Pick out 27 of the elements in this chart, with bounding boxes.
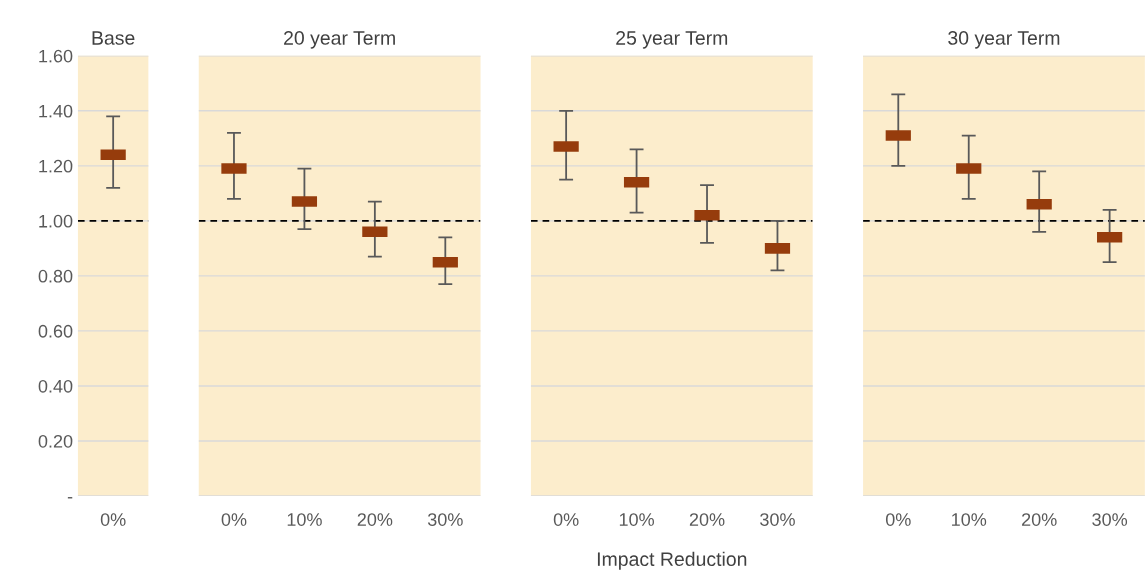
x-tick-label: 0% [100,513,126,526]
x-tick-label: 20% [357,513,393,526]
x-tick-label: 30% [427,513,463,526]
x-tick-label: 0% [553,513,579,526]
chart-title: 25 year Term [616,31,728,49]
x-tick-label: 20% [689,513,725,526]
y-tick-label: - [67,497,73,499]
x-axis-title: Impact Reduction [597,551,747,570]
y-tick-label: 1.20 [39,159,73,173]
chart-title: 20 year Term [284,31,395,49]
x-tick-label: 0% [885,513,911,526]
x-tick-label: 30% [1092,513,1128,526]
y-tick-label: 1.60 [39,49,73,63]
y-tick-label: 1.00 [39,214,73,228]
x-tick-label: 0% [221,513,247,526]
x-tick-label: 10% [619,513,654,526]
y-tick-label: 0.60 [38,324,73,338]
y-tick-label: 0.40 [38,379,73,393]
x-tick-label: 10% [952,513,987,526]
y-tick-label: 0.20 [38,434,73,448]
x-tick-label: 10% [287,513,322,526]
chart-title: 30 year Term [948,31,1060,49]
x-tick-label: 30% [760,513,795,526]
y-tick-label: 0.80 [38,269,73,283]
y-tick-label: 1.40 [39,104,73,118]
chart-title: Base [92,31,135,45]
x-tick-label: 20% [1022,513,1057,526]
